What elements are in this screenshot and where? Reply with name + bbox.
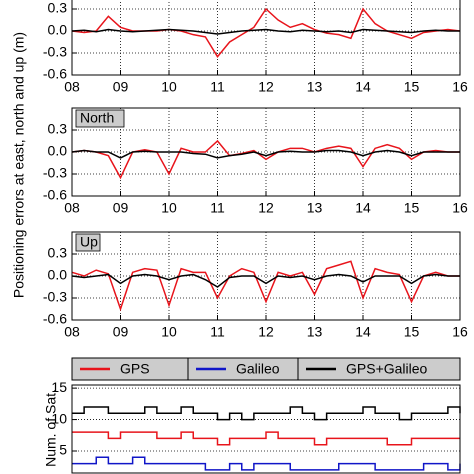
x-tick-label: 15	[404, 200, 420, 216]
x-tick-label: 08	[64, 324, 80, 340]
panel-label: North	[80, 110, 114, 126]
series-line	[71, 273, 460, 288]
plot-frame	[71, 0, 461, 76]
x-tick-label: 09	[113, 79, 129, 95]
y-axis-label: Num. of Sat.	[43, 389, 59, 467]
x-tick-label: 12	[258, 324, 274, 340]
x-tick-label: 11	[210, 324, 225, 340]
y-tick-label: 0.0	[48, 22, 68, 38]
plot-area	[72, 385, 460, 473]
legend-label: GPS	[120, 361, 150, 377]
x-tick-label: 16	[452, 324, 468, 340]
x-tick-label: 09	[113, 324, 129, 340]
x-tick-label: 13	[307, 324, 323, 340]
x-tick-label: 10	[161, 200, 177, 216]
y-tick-label: 0.0	[48, 267, 68, 283]
y-tick-label: 0.0	[48, 143, 68, 159]
legend-label: Galileo	[236, 361, 280, 377]
x-tick-label: 10	[161, 79, 177, 95]
plot-frame	[71, 384, 461, 474]
panel-label: Up	[80, 234, 98, 250]
x-tick-label: 16	[452, 79, 468, 95]
x-tick-label: 11	[210, 79, 225, 95]
x-tick-label: 08	[64, 200, 80, 216]
y-tick-label: 5	[59, 442, 67, 458]
plot-frame	[71, 107, 461, 197]
legend-label: GPS+Galileo	[346, 361, 428, 377]
x-tick-label: 14	[355, 324, 371, 340]
x-tick-label: 09	[113, 200, 129, 216]
x-tick-label: 16	[452, 200, 468, 216]
x-tick-label: 08	[64, 79, 80, 95]
series-line	[72, 406, 461, 421]
x-tick-label: 14	[355, 79, 371, 95]
plot-frame	[71, 231, 461, 321]
y-tick-label: -0.6	[43, 66, 67, 82]
y-tick-label: -0.6	[43, 187, 67, 203]
y-tick-label: -0.3	[43, 44, 67, 60]
legend-box	[71, 357, 461, 381]
y-tick-label: 0.3	[48, 245, 68, 261]
y-axis-label: Positioning errors at east, north and up…	[11, 32, 27, 298]
series-line	[72, 431, 460, 446]
y-tick-label: 0.3	[48, 0, 68, 16]
series-line	[71, 260, 460, 312]
y-tick-label: 15	[51, 379, 67, 395]
y-tick-label: 10	[51, 410, 67, 426]
x-tick-label: 14	[355, 200, 371, 216]
series-line	[72, 456, 461, 471]
series-line	[71, 149, 460, 159]
panel-label-box	[75, 233, 101, 252]
x-tick-label: 11	[210, 200, 225, 216]
x-tick-label: 12	[258, 79, 274, 95]
x-tick-label: 13	[307, 79, 323, 95]
y-tick-label: 0.3	[48, 121, 68, 137]
x-tick-label: 13	[307, 200, 323, 216]
series-line	[71, 28, 460, 35]
x-tick-label: 15	[404, 324, 420, 340]
x-tick-label: 15	[404, 79, 420, 95]
x-tick-label: 10	[161, 324, 177, 340]
y-tick-label: -0.6	[43, 311, 67, 327]
plot-area	[72, 232, 460, 320]
panel-label-box	[75, 109, 125, 128]
y-tick-label: -0.3	[43, 289, 67, 305]
x-tick-label: 12	[258, 200, 274, 216]
y-tick-label: -0.3	[43, 165, 67, 181]
